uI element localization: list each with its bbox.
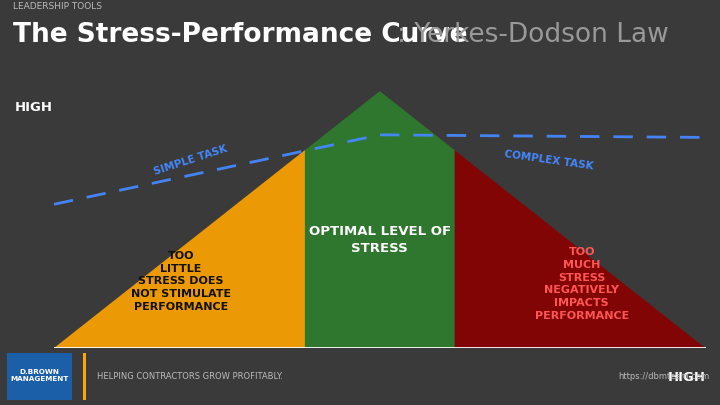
- Text: TOO
LITTLE
STRESS DOES
NOT STIMULATE
PERFORMANCE: TOO LITTLE STRESS DOES NOT STIMULATE PER…: [131, 251, 231, 312]
- Bar: [83, 353, 86, 401]
- Text: : Yerkes-Dodson Law: : Yerkes-Dodson Law: [397, 22, 668, 48]
- Text: SIMPLE TASK: SIMPLE TASK: [153, 144, 229, 177]
- Text: HELPING CONTRACTORS GROW PROFITABLY.: HELPING CONTRACTORS GROW PROFITABLY.: [97, 372, 283, 381]
- Text: The Stress-Performance Curve: The Stress-Performance Curve: [13, 22, 467, 48]
- Text: OPTIMAL LEVEL OF
STRESS: OPTIMAL LEVEL OF STRESS: [309, 225, 451, 255]
- Polygon shape: [54, 150, 305, 348]
- Text: LOW: LOW: [15, 371, 49, 384]
- Bar: [7, 353, 72, 401]
- Polygon shape: [455, 150, 706, 348]
- Text: D.BROWN
MANAGEMENT: D.BROWN MANAGEMENT: [10, 369, 69, 382]
- Text: LEADERSHIP TOOLS: LEADERSHIP TOOLS: [13, 2, 102, 11]
- Polygon shape: [305, 91, 455, 348]
- Text: HIGH: HIGH: [15, 101, 53, 114]
- Text: TOO
MUCH
STRESS
NEGATIVELY
IMPACTS
PERFORMANCE: TOO MUCH STRESS NEGATIVELY IMPACTS PERFO…: [535, 247, 629, 321]
- Text: HIGH: HIGH: [667, 371, 706, 384]
- Text: https://dbmteam.com: https://dbmteam.com: [618, 372, 709, 381]
- Text: COMPLEX TASK: COMPLEX TASK: [504, 149, 594, 172]
